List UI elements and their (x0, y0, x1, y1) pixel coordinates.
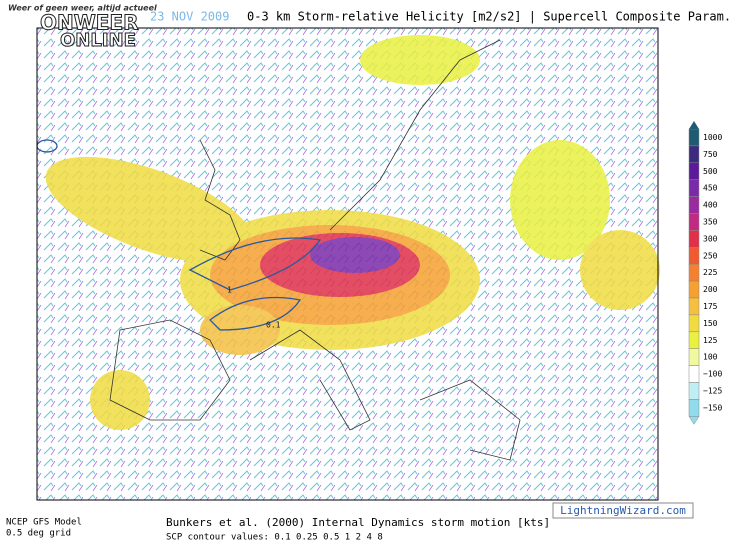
colorbar-label: 1000 (703, 133, 722, 142)
credit: LightningWizard.com (560, 504, 686, 517)
colorbar-cell (688, 399, 700, 417)
map: 1 0.1 (36, 27, 660, 501)
colorbar-cell (688, 314, 700, 333)
colorbar-arrow-top (689, 121, 699, 129)
colorbar-cell (688, 382, 700, 400)
credit-box (552, 502, 694, 519)
colorbar-cell (688, 196, 700, 214)
contour-label: 1 (227, 286, 232, 295)
colorbar-cell (688, 331, 700, 349)
slogan: Weer of geen weer, altijd actueel (8, 4, 157, 13)
contour-label: 0.1 (266, 321, 281, 330)
colorbar-label: 225 (703, 268, 718, 277)
colorbar-label: 175 (703, 302, 718, 311)
map-frame (36, 27, 659, 501)
colorbar-cell (688, 145, 700, 164)
colorbar-cell (688, 348, 700, 366)
colorbar-label: −150 (703, 403, 722, 412)
colorbar-label: −100 (703, 370, 722, 379)
colorbar-label: 450 (703, 184, 718, 193)
colorbar-label: 150 (703, 319, 718, 328)
colorbar-cell (688, 280, 700, 299)
logo-bottom: ONLINE (60, 30, 136, 51)
helicity-field (45, 35, 660, 430)
colorbar-label: 350 (703, 217, 718, 226)
colorbar-cell (688, 230, 700, 248)
colorbar-cell (688, 179, 700, 197)
colorbar-cell (688, 263, 700, 282)
scp-values: SCP contour values: 0.1 0.25 0.5 1 2 4 8 (166, 533, 383, 543)
colorbar-label: 250 (703, 251, 718, 260)
colorbar-label: 125 (703, 336, 718, 345)
colorbar-cell (688, 128, 700, 147)
colorbar: 1000 750 500 450 400 350 300 250 225 200 175 150 125… (688, 121, 722, 425)
coastlines (109, 39, 521, 461)
colorbar-cell (688, 213, 700, 231)
colorbar-cell (688, 297, 700, 316)
model: NCEP GFS Model (6, 518, 82, 528)
colorbar-label: 500 (703, 167, 718, 176)
colorbar-arrow-bottom (688, 416, 700, 425)
colorbar-cell (688, 162, 700, 180)
colorbar-cell (688, 365, 700, 383)
storm-motion-description: Bunkers et al. (2000) Internal Dynamics … (166, 516, 550, 529)
colorbar-label: 100 (703, 353, 718, 362)
colorbar-label: −125 (703, 386, 722, 395)
footer: NCEP GFS Model 0.5 deg grid Bunkers et a… (6, 502, 694, 543)
header: 23 NOV 2009 0-3 km Storm-relative Helici… (8, 4, 733, 52)
colorbar-label: 200 (703, 285, 718, 294)
title: 0-3 km Storm-relative Helicity [m2/s2] |… (247, 10, 733, 24)
colorbar-label: 750 (703, 150, 718, 159)
grid-resolution: 0.5 deg grid (6, 529, 71, 539)
logo-top: ONWEER (40, 11, 139, 35)
colorbar-label: 400 (703, 201, 718, 210)
date: 23 NOV 2009 (150, 10, 229, 24)
colorbar-label: 300 (703, 234, 718, 243)
colorbar-cell (688, 247, 700, 265)
